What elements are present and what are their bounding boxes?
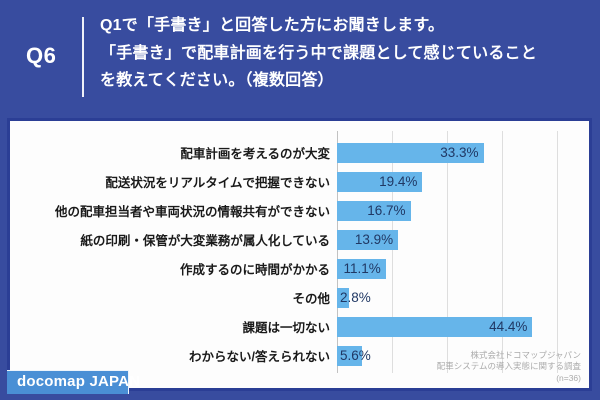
gridline xyxy=(392,131,393,373)
question-number: Q6 xyxy=(26,43,57,68)
value-label: 33.3% xyxy=(440,144,479,160)
gridline xyxy=(502,131,503,373)
bar-track: 5.6% xyxy=(337,345,587,366)
category-label: 配車計画を考えるのが大変 xyxy=(180,147,330,161)
bar-track: 13.9% xyxy=(337,229,587,250)
bar xyxy=(337,258,386,279)
question-text-line-1: Q1で「手書き」と回答した方にお聞きします。 xyxy=(100,17,445,34)
header-divider xyxy=(82,17,84,97)
chart-panel: 配車計画を考えるのが大変 33.3% 配送状況をリアルタイムで把握できない 19.4%… xyxy=(7,118,592,391)
value-label: 5.6% xyxy=(340,347,371,363)
value-label: 11.1% xyxy=(343,260,381,276)
chart-rows: 配車計画を考えるのが大変 33.3% 配送状況をリアルタイムで把握できない 19.4%… xyxy=(10,138,587,370)
chart-row: 配車計画を考えるのが大変 33.3% xyxy=(10,138,587,167)
bar xyxy=(337,171,423,192)
chart-row: わからない/答えられない 5.6% xyxy=(10,341,587,370)
chart-row: その他 2.8% xyxy=(10,283,587,312)
category-label: 紙の印刷・保管が大変業務が属人化している xyxy=(80,234,330,248)
value-label: 2.8% xyxy=(340,289,371,305)
category-label: その他 xyxy=(292,292,330,306)
question-text-line-2: 「手書き」で配車計画を行う中で課題として感じていること xyxy=(100,44,537,62)
question-text: Q1で「手書き」と回答した方にお聞きします。 「手書き」で配車計画を行う中で課題… xyxy=(100,12,537,95)
chart-row: 他の配車担当者や車両状況の情報共有ができない 16.7% xyxy=(10,196,587,225)
category-label: 作成するのに時間がかかる xyxy=(179,263,330,277)
chart-row: 課題は一切ない 44.4% xyxy=(10,312,587,341)
bar xyxy=(337,229,399,250)
bar xyxy=(337,316,533,337)
value-label: 19.4% xyxy=(379,173,418,189)
value-label: 13.9% xyxy=(354,231,394,247)
logo-docomap: docomap JAPAN xyxy=(7,370,140,394)
bar-track: 11.1% xyxy=(337,258,587,279)
chart-row: 紙の印刷・保管が大変業務が属人化している 13.9% xyxy=(10,225,587,254)
source-note: 株式会社ドコマップジャパン 配車システムの導入実態に関する調査 (n=36) xyxy=(437,350,581,385)
bar xyxy=(337,142,484,163)
bar-track: 33.3% xyxy=(337,142,587,163)
bar xyxy=(337,200,411,221)
bar-track: 2.8% xyxy=(337,287,587,308)
category-label: 他の配車担当者や車両状況の情報共有ができない xyxy=(54,205,330,219)
chart-row: 作成するのに時間がかかる 11.1% xyxy=(10,254,587,283)
chart-row: 配送状況をリアルタイムで把握できない 19.4% xyxy=(10,167,587,196)
category-label: わからない/答えられない xyxy=(189,350,330,364)
bar xyxy=(337,287,350,308)
bar-track: 19.4% xyxy=(337,171,587,192)
gridline xyxy=(447,131,448,373)
source-note-line-3: (n=36) xyxy=(556,372,581,383)
bar xyxy=(337,345,362,366)
axis-line xyxy=(337,131,338,373)
category-label: 配送状況をリアルタイムで把握できない xyxy=(105,176,330,190)
bar-track: 16.7% xyxy=(337,200,587,221)
category-label: 課題は一切ない xyxy=(242,321,330,335)
gridline xyxy=(557,131,558,373)
source-note-line-2: 配車システムの導入実態に関する調査 xyxy=(436,361,581,371)
chart-plot xyxy=(337,131,587,373)
value-label: 44.4% xyxy=(489,318,528,334)
question-text-line-3: を教えてください。（複数回答） xyxy=(100,72,334,89)
source-note-line-1: 株式会社ドコマップジャパン xyxy=(470,349,581,360)
bar-track: 44.4% xyxy=(337,316,587,337)
value-label: 16.7% xyxy=(367,202,406,218)
